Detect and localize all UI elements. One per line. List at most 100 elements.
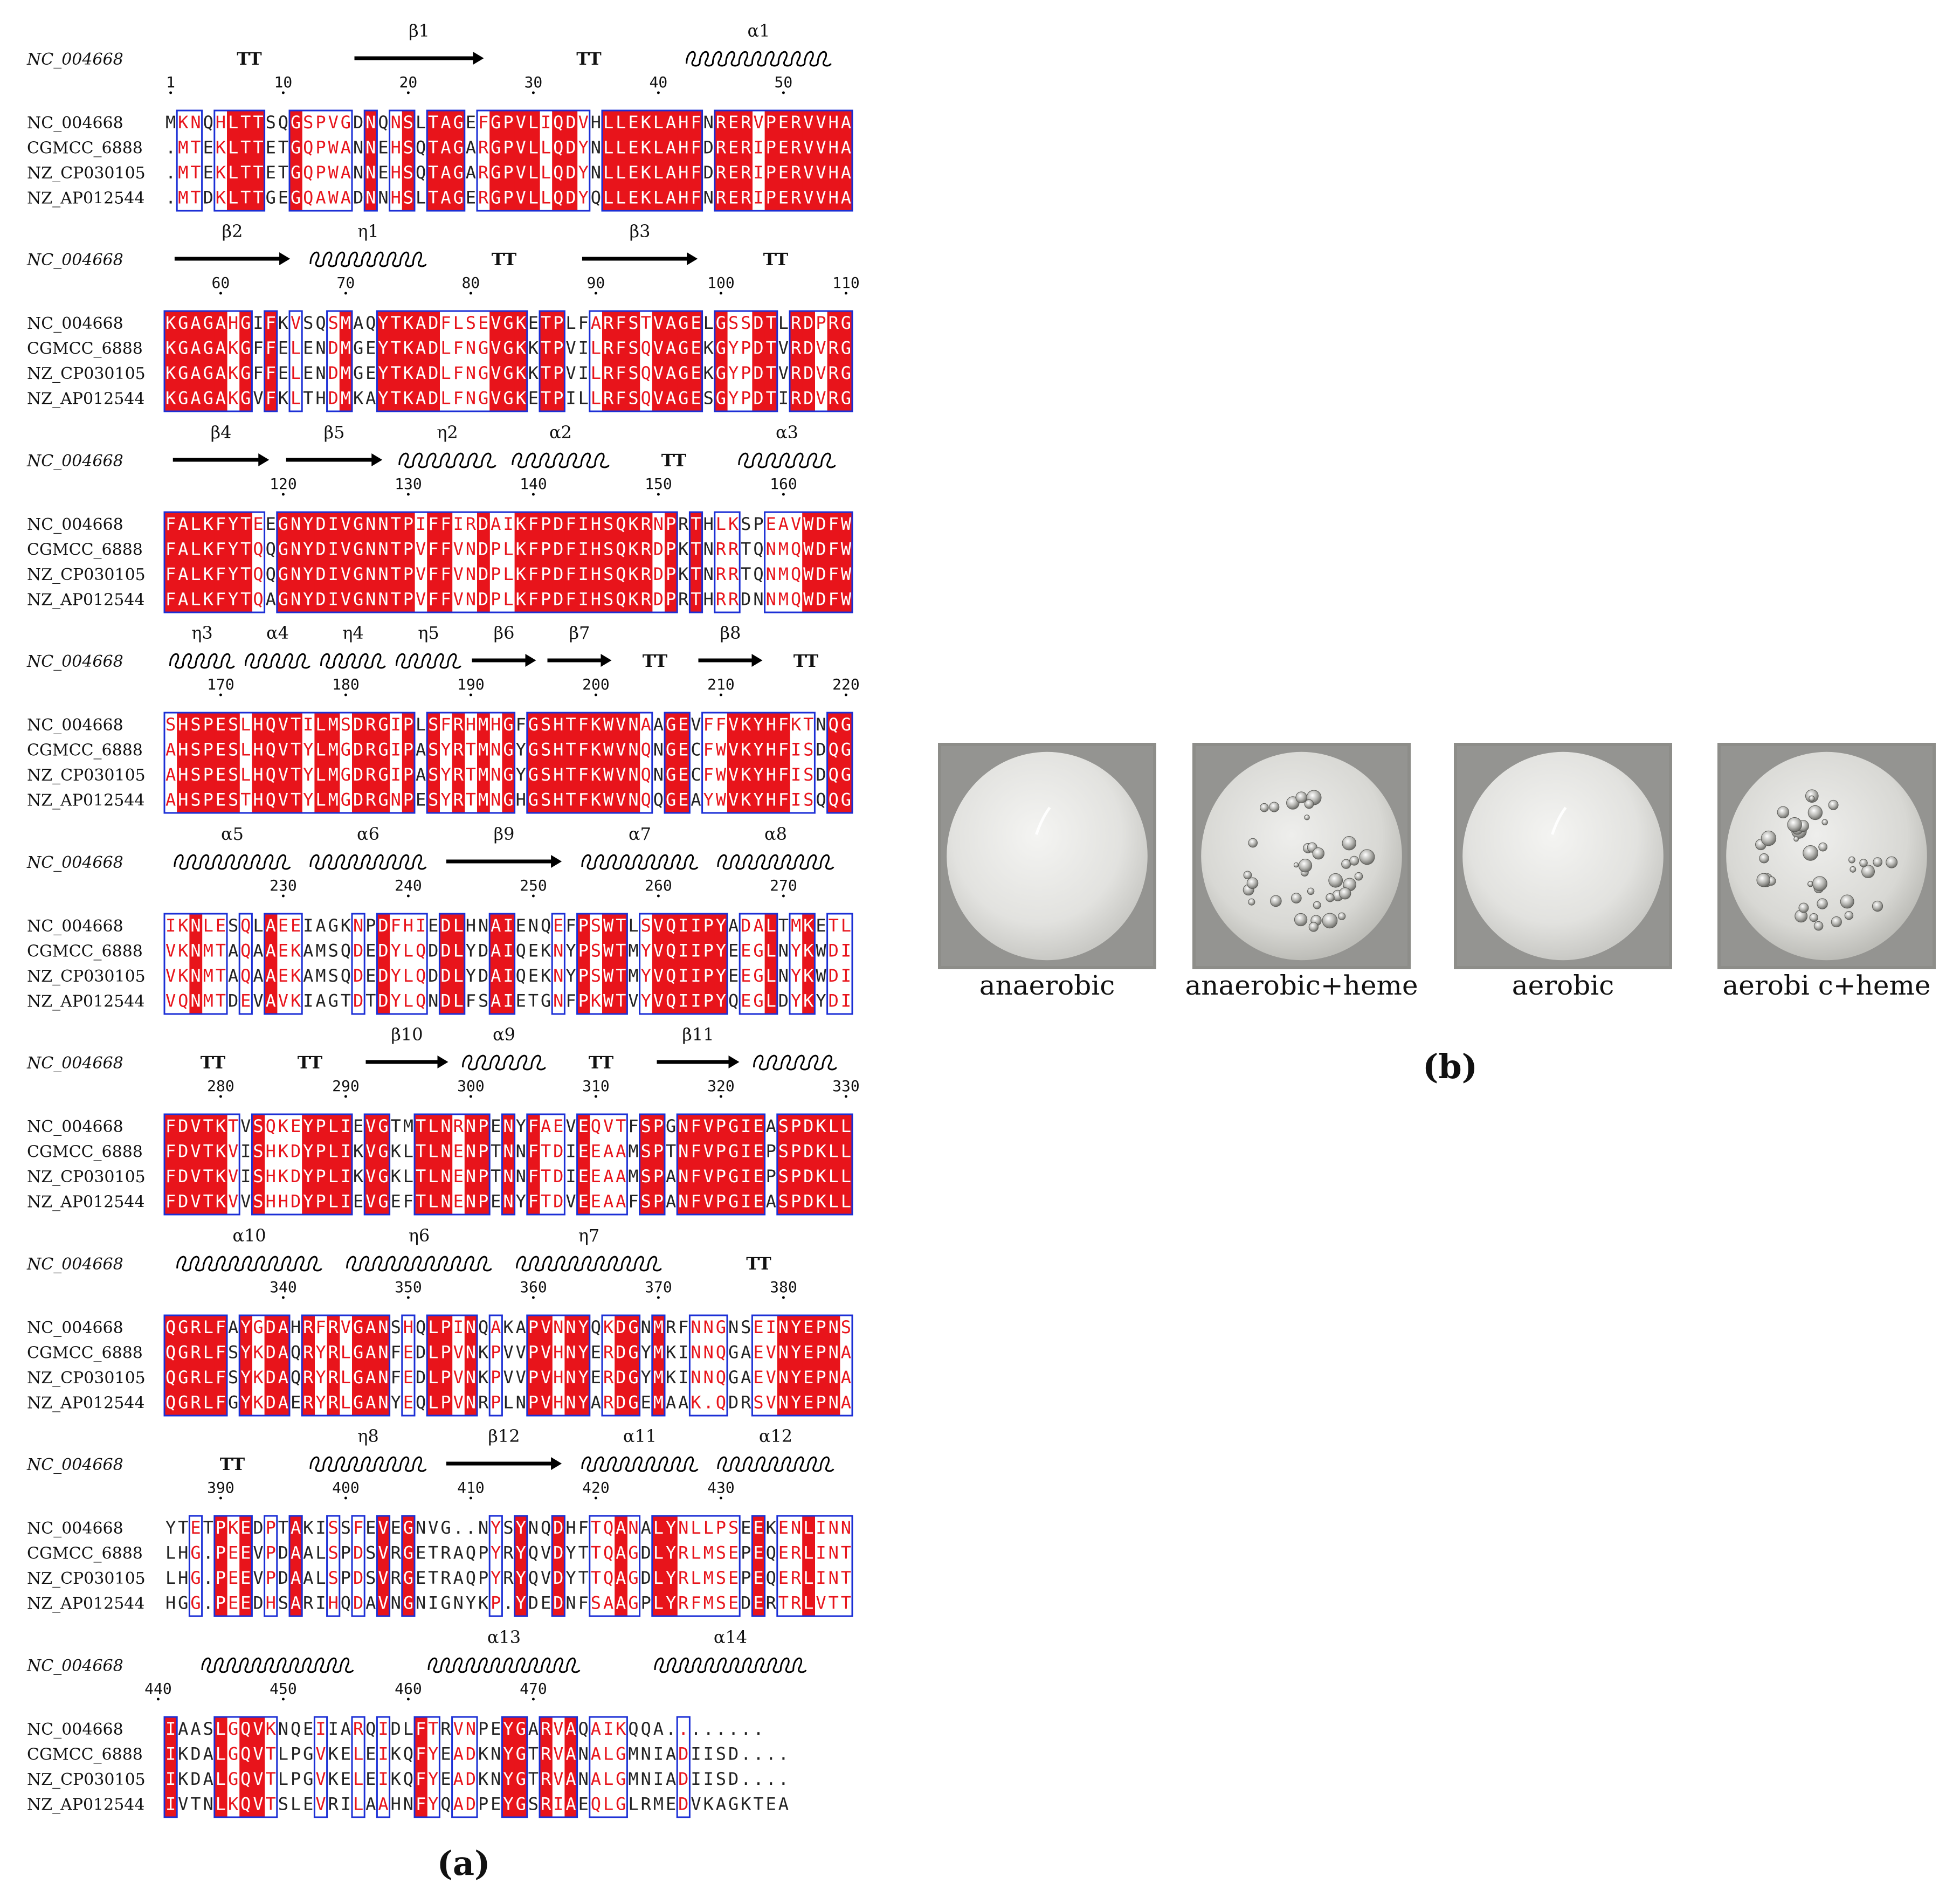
- residue: T: [428, 1543, 438, 1563]
- identical-column: [589, 512, 603, 612]
- residue: N: [453, 1593, 464, 1613]
- conservation-box: [589, 310, 703, 412]
- residue: F: [440, 589, 451, 610]
- residue: A: [440, 188, 451, 208]
- residue: N: [829, 1317, 839, 1337]
- ss-element: TT: [763, 249, 789, 270]
- residue: .: [741, 1769, 751, 1789]
- residue: E: [528, 388, 539, 409]
- residue: N: [565, 1367, 576, 1388]
- sequence-name: CGMCC_6888: [27, 340, 143, 358]
- residue: H: [178, 740, 188, 760]
- residue: N: [778, 1367, 789, 1388]
- residue: R: [190, 1342, 201, 1363]
- residue: S: [716, 1593, 726, 1613]
- conservation-box: [664, 712, 691, 814]
- residue: E: [541, 1593, 551, 1613]
- residue: K: [641, 162, 652, 183]
- residue: A: [666, 1744, 676, 1764]
- residue: G: [453, 162, 464, 183]
- residue: Q: [591, 1794, 601, 1815]
- residue: N: [466, 1342, 476, 1363]
- residue: I: [778, 388, 789, 409]
- residue: D: [266, 1317, 276, 1337]
- residue: S: [541, 764, 551, 785]
- residue: R: [791, 1543, 802, 1563]
- residue: D: [829, 941, 839, 961]
- residue: V: [578, 112, 589, 133]
- residue: I: [165, 1744, 176, 1764]
- residue: D: [616, 1342, 626, 1363]
- residue: G: [678, 363, 688, 383]
- residue: P: [491, 564, 501, 584]
- ss-element: α11: [581, 1426, 699, 1472]
- sequence-name: CGMCC_6888: [27, 541, 143, 560]
- identical-column: [327, 1114, 340, 1215]
- residue: A: [365, 1392, 376, 1413]
- gas-bubble: [1844, 910, 1854, 920]
- helix-coil: [686, 51, 832, 67]
- residue: R: [791, 188, 802, 208]
- residue: F: [528, 564, 539, 584]
- residue: L: [829, 1116, 839, 1136]
- residue: K: [228, 388, 239, 409]
- residue: L: [428, 1191, 438, 1212]
- residue: E: [753, 1543, 763, 1563]
- strand-arrowhead: [551, 1457, 562, 1470]
- residue: .: [666, 1719, 676, 1739]
- residue: S: [778, 1141, 789, 1162]
- residue: M: [178, 137, 188, 158]
- residue: I: [378, 1769, 388, 1789]
- identical-column: [214, 1114, 227, 1215]
- residue: G: [178, 388, 188, 409]
- residue: G: [503, 388, 513, 409]
- residue: K: [403, 388, 414, 409]
- residue: R: [641, 1794, 652, 1815]
- residue: Y: [791, 1392, 801, 1413]
- residue: Q: [203, 112, 213, 133]
- residue: K: [228, 363, 239, 383]
- identical-column: [602, 311, 615, 411]
- reference-name: NC_004668: [26, 1455, 123, 1474]
- residue: G: [353, 564, 363, 584]
- residue: V: [541, 1392, 551, 1413]
- residue: E: [678, 714, 688, 735]
- residue: A: [741, 1367, 751, 1388]
- identical-column: [764, 111, 778, 211]
- identical-column: [427, 1315, 440, 1416]
- residue: N: [365, 137, 376, 158]
- residue: T: [391, 313, 401, 333]
- residue: I: [678, 941, 688, 961]
- residue: Q: [303, 188, 313, 208]
- colony: [1726, 751, 1927, 961]
- sequence-name: NZ_AP012544: [27, 791, 144, 810]
- residue: E: [591, 1367, 601, 1388]
- residue: D: [565, 162, 576, 183]
- position-tick: 300: [457, 1077, 485, 1095]
- residue: A: [203, 1769, 213, 1789]
- ss-label: η2: [437, 422, 458, 443]
- residue: R: [328, 1342, 339, 1363]
- residue: G: [491, 162, 501, 183]
- residue: Q: [829, 764, 839, 785]
- tick-dot: [219, 693, 222, 696]
- residue: T: [190, 1794, 201, 1815]
- conservation-box: [351, 1716, 365, 1818]
- residue: N: [528, 915, 539, 936]
- residue: K: [541, 965, 551, 986]
- residue: D: [378, 991, 388, 1011]
- residue: F: [716, 714, 726, 735]
- residue: F: [266, 313, 276, 333]
- position-tick: 150: [645, 475, 672, 493]
- residue: S: [728, 1517, 739, 1538]
- residue: A: [453, 1744, 464, 1764]
- identical-column: [364, 1315, 377, 1416]
- colony: [947, 751, 1148, 961]
- residue: Q: [341, 941, 351, 961]
- residue: P: [541, 564, 551, 584]
- residue: G: [203, 363, 213, 383]
- residue: L: [403, 941, 413, 961]
- residue: S: [716, 1568, 726, 1588]
- residue: L: [603, 137, 613, 158]
- residue: N: [365, 162, 376, 183]
